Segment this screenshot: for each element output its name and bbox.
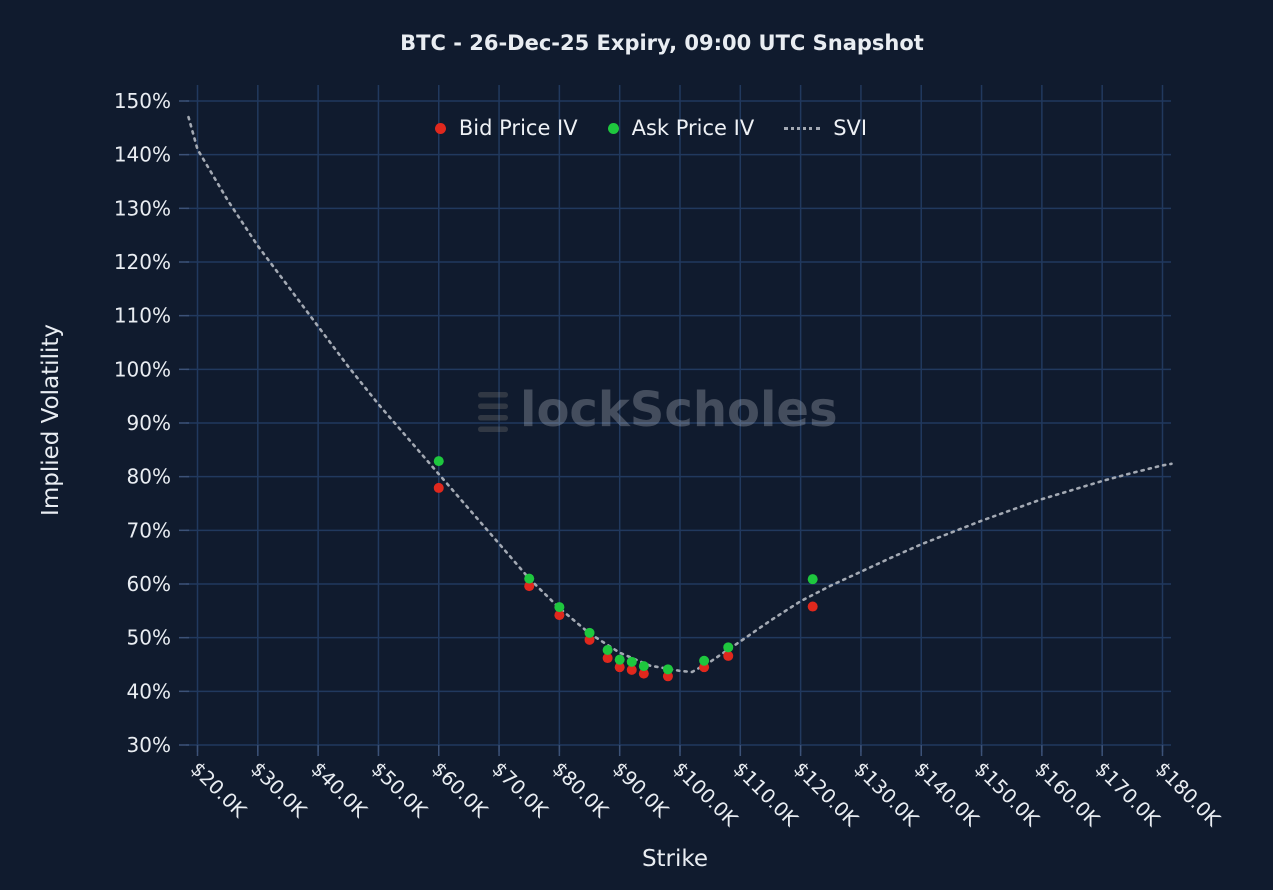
y-tick-label: 130% xyxy=(114,196,171,220)
blockscholes-logo-icon xyxy=(478,392,508,432)
logo-bar xyxy=(478,415,508,421)
series-layer xyxy=(187,115,1173,682)
legend-item-bid[interactable]: Bid Price IV xyxy=(434,116,578,140)
ask-iv-point[interactable] xyxy=(584,627,595,638)
bid-iv-point[interactable] xyxy=(524,581,535,592)
bid-iv-point[interactable] xyxy=(626,664,637,675)
y-tick-label: 150% xyxy=(114,89,171,113)
legend: Bid Price IV Ask Price IV SVI xyxy=(186,116,1116,140)
y-tick-label: 70% xyxy=(127,518,171,542)
ask-iv-point[interactable] xyxy=(433,456,444,467)
ask-iv-point[interactable] xyxy=(662,664,673,675)
blockscholes-watermark: lockScholes xyxy=(478,382,838,438)
ask-iv-point[interactable] xyxy=(614,654,625,665)
bid-iv-point[interactable] xyxy=(584,634,595,645)
ask-legend-dot-icon xyxy=(607,122,619,134)
watermark-text: lockScholes xyxy=(520,382,838,438)
x-tick-label: $150.0K xyxy=(970,757,1044,831)
x-tick-label: $110.0K xyxy=(729,757,803,831)
y-tick-label: 110% xyxy=(114,304,171,328)
legend-item-svi[interactable]: SVI xyxy=(784,116,867,140)
bid-iv-point[interactable] xyxy=(554,610,565,621)
logo-bar xyxy=(478,392,508,398)
x-tick-label: $160.0K xyxy=(1030,757,1104,831)
y-tick-label: 140% xyxy=(114,143,171,167)
bid-iv-point[interactable] xyxy=(614,662,625,673)
legend-label-bid: Bid Price IV xyxy=(458,116,578,140)
legend-label-ask: Ask Price IV xyxy=(631,116,755,140)
logo-bar xyxy=(478,426,508,432)
ask-iv-point[interactable] xyxy=(807,574,818,585)
x-tick-label: $60.0K xyxy=(427,757,493,823)
chart-title: BTC - 26-Dec-25 Expiry, 09:00 UTC Snapsh… xyxy=(400,31,924,55)
svi-dotted-line-icon xyxy=(784,126,821,130)
ask-iv-point[interactable] xyxy=(699,655,710,666)
bid-iv-point[interactable] xyxy=(433,482,444,493)
y-axis-title: Implied Volatility xyxy=(38,324,64,516)
ask-iv-point[interactable] xyxy=(638,661,649,672)
x-tick-label: $180.0K xyxy=(1151,757,1225,831)
bid-iv-point[interactable] xyxy=(662,671,673,682)
x-tick-label: $40.0K xyxy=(307,757,373,823)
y-tick-label: 50% xyxy=(127,626,171,650)
legend-item-ask[interactable]: Ask Price IV xyxy=(607,116,755,140)
bid-iv-point[interactable] xyxy=(638,668,649,679)
x-tick-label: $120.0K xyxy=(789,757,863,831)
x-tick-label: $140.0K xyxy=(910,757,984,831)
y-tick-label: 60% xyxy=(127,572,171,596)
legend-label-svi: SVI xyxy=(833,116,868,140)
x-tick-label: $130.0K xyxy=(849,757,923,831)
bid-iv-point[interactable] xyxy=(807,601,818,612)
x-tick-label: $30.0K xyxy=(246,757,312,823)
x-tick-label: $100.0K xyxy=(668,757,742,831)
x-tick-label: $90.0K xyxy=(608,757,674,823)
x-tick-label: $50.0K xyxy=(367,757,433,823)
bid-iv-point[interactable] xyxy=(723,650,734,661)
x-tick-label: $170.0K xyxy=(1091,757,1165,831)
bid-legend-dot-icon xyxy=(434,122,446,134)
svi-curve xyxy=(187,115,1173,674)
y-tick-label: 30% xyxy=(127,733,171,757)
y-tick-label: 40% xyxy=(127,679,171,703)
bid-iv-point[interactable] xyxy=(602,653,613,664)
x-tick-label: $20.0K xyxy=(186,757,252,823)
y-tick-label: 90% xyxy=(127,411,171,435)
y-tick-label: 80% xyxy=(127,465,171,489)
y-tick-label: 100% xyxy=(114,357,171,381)
y-tick-label: 120% xyxy=(114,250,171,274)
grid-layer xyxy=(186,85,1171,752)
ask-iv-point[interactable] xyxy=(723,642,734,653)
ask-iv-point[interactable] xyxy=(626,656,637,667)
ask-iv-point[interactable] xyxy=(602,645,613,656)
ask-iv-point[interactable] xyxy=(554,602,565,613)
ask-iv-point[interactable] xyxy=(524,573,535,584)
x-tick-label: $70.0K xyxy=(488,757,554,823)
x-axis-title: Strike xyxy=(642,846,708,872)
x-tick-label: $80.0K xyxy=(548,757,614,823)
logo-bar xyxy=(478,403,508,409)
tick-layer: 30% 40% 50% 60% 70% 80% 90% 100% 110% 120% 130% 140… xyxy=(114,89,1226,832)
